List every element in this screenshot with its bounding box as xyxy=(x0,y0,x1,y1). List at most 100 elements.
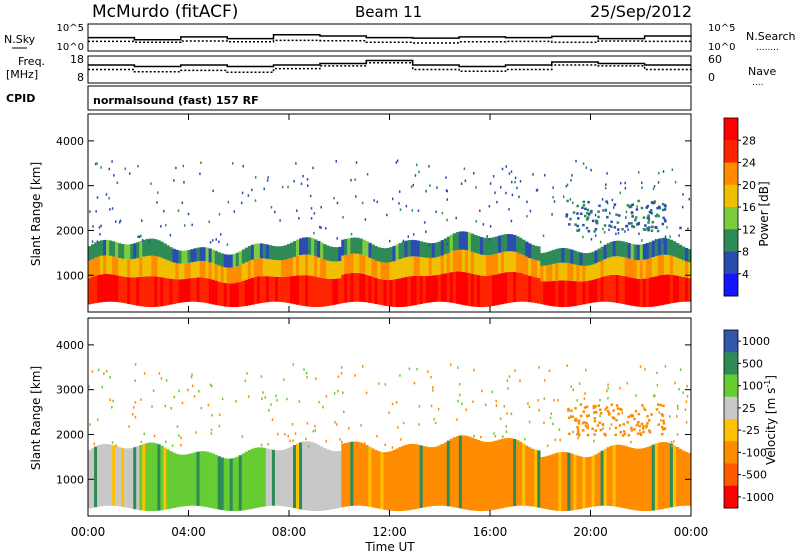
heatmap-cell xyxy=(384,383,387,386)
heatmap-cell xyxy=(139,257,143,277)
heatmap-cell xyxy=(666,238,671,255)
heatmap-cell xyxy=(615,274,619,303)
heatmap-cell xyxy=(646,422,649,425)
heatmap-cell xyxy=(271,449,276,506)
heatmap-cell xyxy=(636,244,641,261)
heatmap-cell xyxy=(649,209,653,212)
heatmap-cell xyxy=(172,452,176,508)
heatmap-cell xyxy=(223,283,227,307)
time-axis-label: Time UT xyxy=(364,540,415,554)
heatmap-cell xyxy=(130,447,134,509)
heatmap-cell xyxy=(313,231,315,235)
heatmap-cell xyxy=(428,447,432,507)
noise-right-tick-top: 10^5 xyxy=(708,23,735,34)
heatmap-cell xyxy=(614,433,617,437)
heatmap-cell xyxy=(365,445,369,507)
heatmap-cell xyxy=(624,257,628,277)
heatmap-cell xyxy=(585,405,589,409)
heatmap-cell xyxy=(348,427,350,430)
heatmap-cell xyxy=(374,450,378,509)
heatmap-cell xyxy=(597,277,601,302)
heatmap-cell xyxy=(295,162,297,165)
heatmap-cell xyxy=(211,453,215,509)
heatmap-cell xyxy=(482,441,487,511)
heatmap-cell xyxy=(577,422,581,425)
heatmap-cell xyxy=(124,276,128,304)
heatmap-cell xyxy=(196,261,200,278)
heatmap-cell xyxy=(359,238,363,255)
heatmap-cell xyxy=(525,274,529,302)
heatmap-cell xyxy=(431,275,436,303)
heatmap-cell xyxy=(305,254,309,276)
heatmap-cell xyxy=(145,239,149,257)
heatmap-cell xyxy=(564,280,568,308)
heatmap-cell xyxy=(232,457,237,512)
heatmap-cell xyxy=(673,440,675,443)
heatmap-cell xyxy=(293,241,297,257)
heatmap-cell xyxy=(618,424,622,427)
heatmap-cell xyxy=(588,265,592,281)
heatmap-cell xyxy=(173,179,175,182)
heatmap-cell xyxy=(633,278,638,307)
heatmap-cell xyxy=(208,248,212,263)
heatmap-cell xyxy=(610,403,613,406)
heatmap-cell xyxy=(656,371,658,375)
heatmap-cell xyxy=(218,213,221,216)
heatmap-cell xyxy=(516,236,520,253)
heatmap-cell xyxy=(254,176,257,179)
heatmap-cell xyxy=(440,444,445,506)
heatmap-cell xyxy=(516,186,518,190)
heatmap-cell xyxy=(433,418,435,421)
heatmap-cell xyxy=(190,262,194,279)
heatmap-cell xyxy=(519,237,523,254)
heatmap-cell xyxy=(605,406,609,409)
heatmap-cell xyxy=(127,448,131,508)
heatmap-cell xyxy=(401,445,405,511)
colorbar-swatch xyxy=(724,229,738,252)
heatmap-cell xyxy=(277,450,282,506)
heatmap-cell xyxy=(657,181,660,184)
heatmap-cell xyxy=(577,217,580,220)
heatmap-cell xyxy=(265,258,270,277)
heatmap-cell xyxy=(585,368,587,372)
heatmap-cell xyxy=(220,253,224,267)
heatmap-cell xyxy=(232,283,237,308)
heatmap-cell xyxy=(229,267,234,284)
heatmap-cell xyxy=(437,274,442,302)
heatmap-cell xyxy=(501,252,505,273)
heatmap-cell xyxy=(305,371,308,375)
colorbar-swatch xyxy=(724,352,738,375)
heatmap-cell xyxy=(582,162,585,165)
heatmap-cell xyxy=(267,176,269,179)
heatmap-cell xyxy=(241,263,246,281)
heatmap-cell xyxy=(412,233,415,236)
heatmap-cell xyxy=(624,446,628,509)
heatmap-cell xyxy=(265,276,270,303)
heatmap-cell xyxy=(317,257,321,278)
heatmap-cell xyxy=(250,448,255,509)
heatmap-cell xyxy=(374,277,378,305)
heatmap-cell xyxy=(546,455,550,510)
heatmap-cell xyxy=(283,378,285,382)
heatmap-cell xyxy=(151,255,155,277)
heatmap-cell xyxy=(208,452,212,508)
heatmap-cell xyxy=(259,276,264,303)
heatmap-cell xyxy=(470,437,475,511)
heatmap-cell xyxy=(103,372,105,375)
heatmap-cell xyxy=(178,279,182,303)
heatmap-cell xyxy=(588,280,592,304)
heatmap-cell xyxy=(582,457,586,509)
heatmap-cell xyxy=(636,278,641,307)
heatmap-cell xyxy=(586,216,590,219)
heatmap-cell xyxy=(210,428,213,432)
heatmap-cell xyxy=(458,435,463,509)
heatmap-cell xyxy=(262,258,267,277)
heatmap-cell xyxy=(97,445,101,507)
heatmap-cell xyxy=(105,193,108,196)
heatmap-cell xyxy=(621,411,624,415)
heatmap-cell xyxy=(165,223,167,227)
heatmap-cell xyxy=(329,450,333,510)
heatmap-cell xyxy=(631,215,634,218)
heatmap-cell xyxy=(452,437,457,508)
heatmap-cell xyxy=(611,198,614,202)
